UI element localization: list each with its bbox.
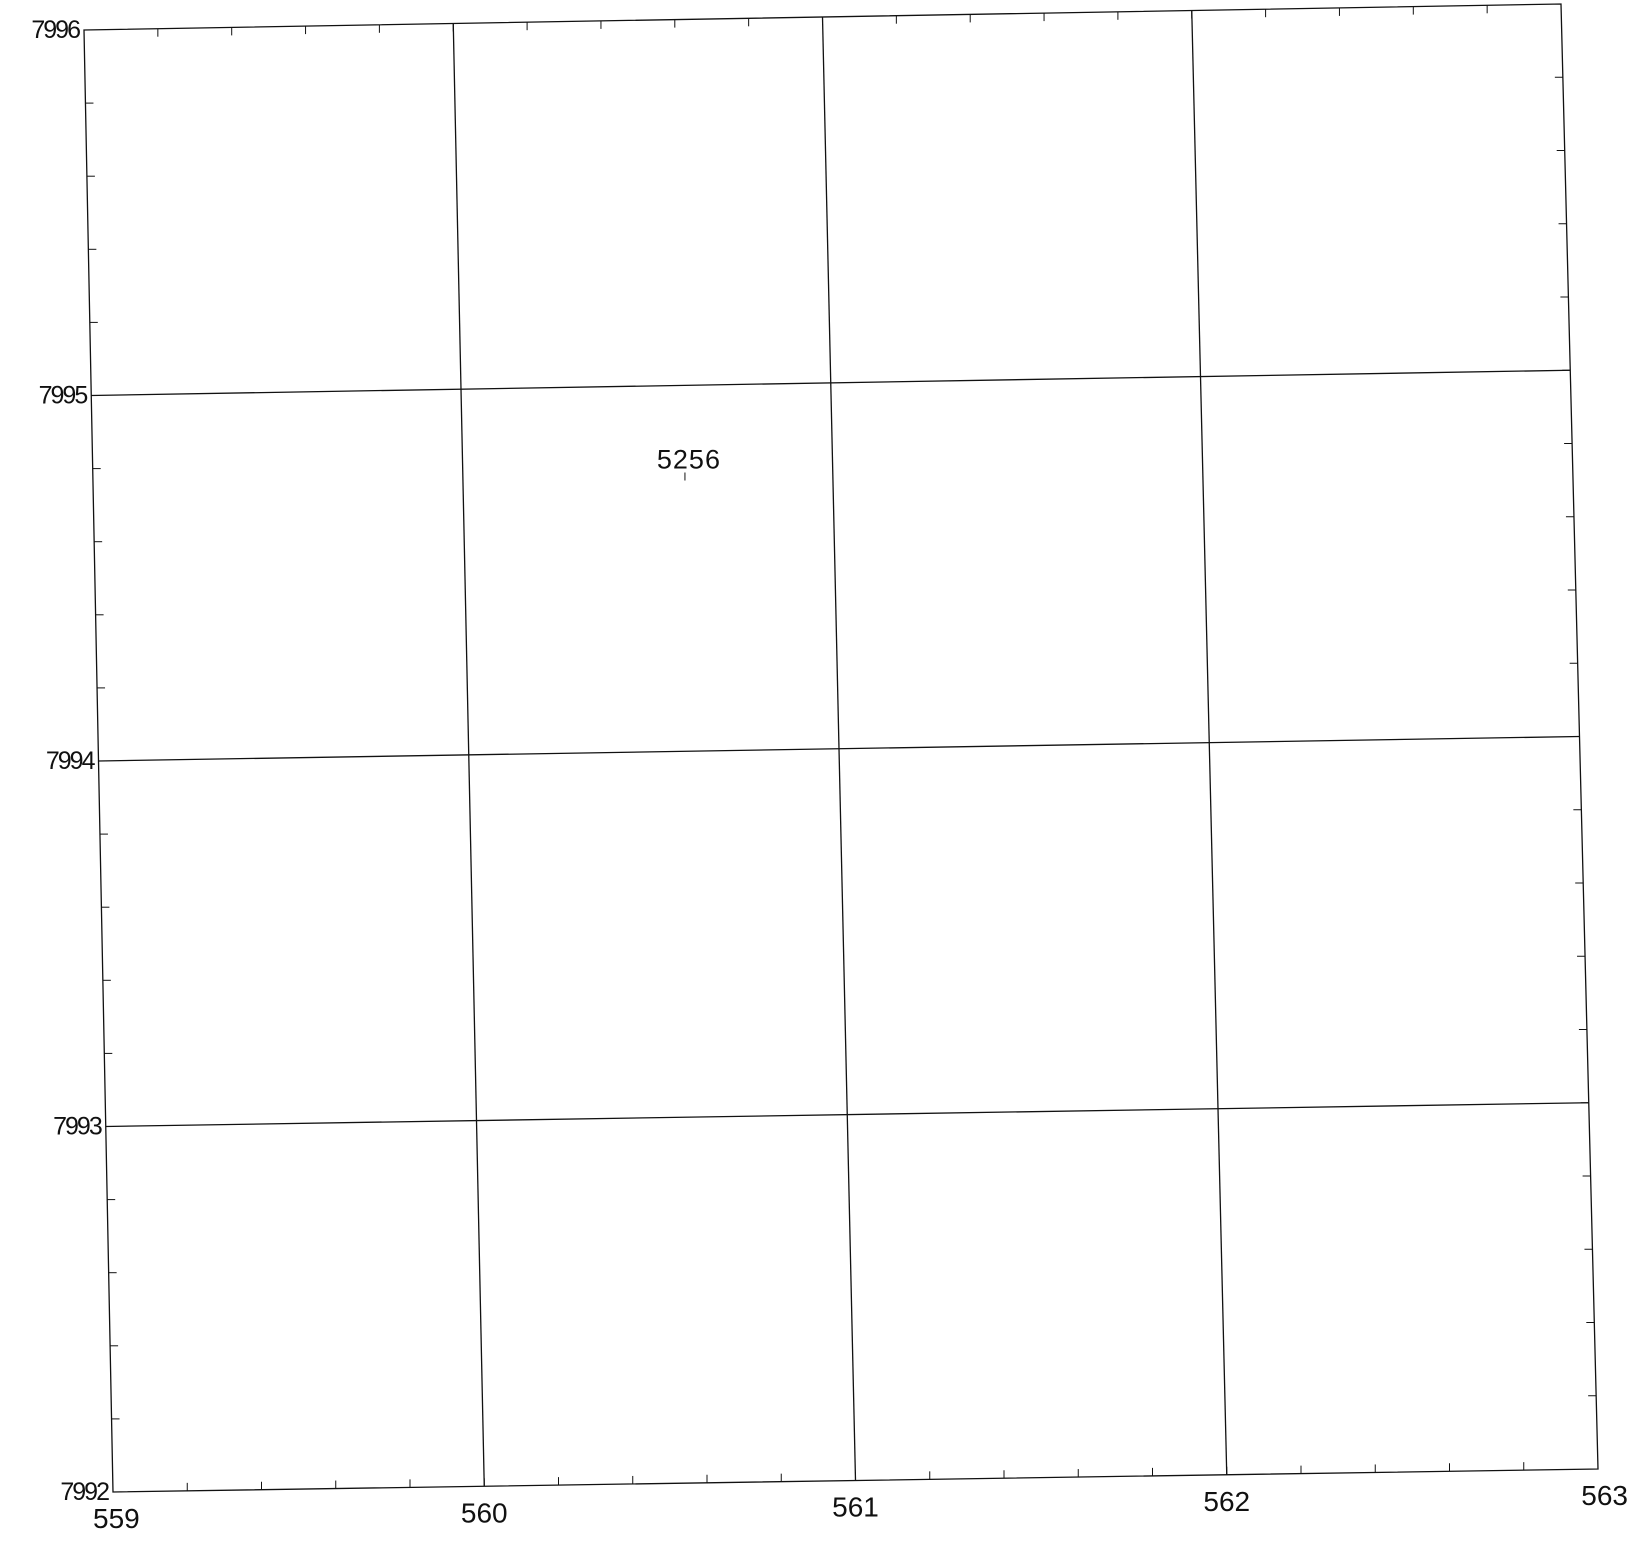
grid-line-y-7994 bbox=[98, 735, 1580, 762]
x-axis-label-561: 561 bbox=[832, 1492, 879, 1523]
y-axis-label-7994: 7994 bbox=[46, 747, 96, 775]
y-axis-label-7995: 7995 bbox=[39, 382, 88, 410]
y-axis-label-7992: 7992 bbox=[60, 1478, 109, 1506]
y-axis-labels: 7996 7995 7994 7993 7992 bbox=[31, 16, 111, 1506]
map-frame bbox=[83, 3, 1599, 1493]
point-label: 5256 bbox=[657, 445, 721, 475]
y-axis-label-7993: 7993 bbox=[53, 1113, 102, 1141]
x-axis-label-563: 563 bbox=[1581, 1480, 1628, 1511]
x-axis-label-560: 560 bbox=[461, 1497, 508, 1528]
x-axis-labels: 559 560 561 562 563 bbox=[93, 1480, 1628, 1534]
grid-line-y-7995 bbox=[91, 369, 1571, 397]
y-axis-label-7996: 7996 bbox=[31, 16, 80, 44]
grid-lines bbox=[91, 10, 1589, 1487]
x-axis-label-562: 562 bbox=[1203, 1486, 1250, 1517]
grid-line-y-7993 bbox=[105, 1102, 1589, 1128]
map-border bbox=[83, 3, 1599, 1493]
survey-points: 5256 bbox=[657, 445, 721, 481]
x-axis-label-559: 559 bbox=[93, 1503, 140, 1534]
frame-ticks bbox=[85, 5, 1597, 1491]
